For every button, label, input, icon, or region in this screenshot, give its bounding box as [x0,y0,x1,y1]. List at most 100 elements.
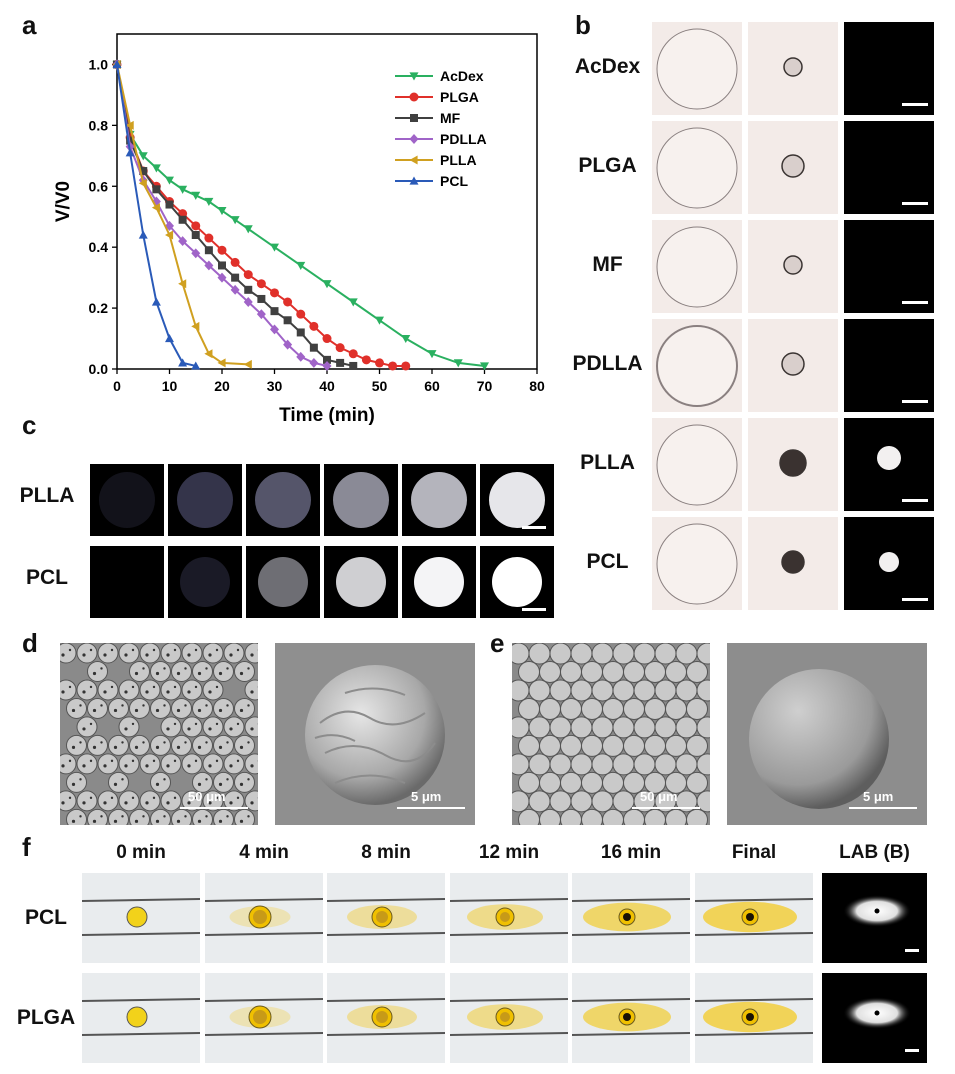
particle-final-image [748,121,838,214]
scale-label: 5 μm [863,789,894,804]
sem-image-plga-particles: 50 μm [512,643,710,825]
data-point-mf [270,307,279,316]
y-tick-label: 0.2 [89,300,109,316]
droplet-initial-image [652,418,742,511]
data-point-mf [218,261,226,270]
particle-final-image [748,319,838,412]
y-axis-label: V/V0 [53,181,74,222]
microchannel-frame [695,973,813,1063]
scale-bar [905,949,919,952]
data-point-plla [178,279,187,289]
data-point-mf [309,343,318,352]
microchannel-frame [450,873,568,963]
data-point-plga [191,221,201,231]
particle-final-image [748,22,838,115]
y-tick-label: 0.6 [89,178,109,194]
polarized-image [844,418,934,511]
polarized-image [844,220,934,313]
x-tick-label: 30 [267,378,283,394]
scale-bar [522,526,546,529]
series-line-pdlla [116,64,328,367]
y-tick-label: 0.4 [89,239,109,255]
data-point-acdex [138,152,148,161]
legend-label: MF [440,110,461,126]
microchannel-frame [82,973,200,1063]
plot-frame [116,33,538,370]
x-tick-label: 70 [477,378,493,394]
data-point-plga [348,349,358,359]
data-point-acdex [427,350,437,359]
legend-marker [409,134,419,144]
legend-marker [409,176,419,185]
crystallization-frame [324,464,398,536]
sem-image-plga-single: 5 μm [727,643,927,825]
data-point-pdlla [322,361,332,371]
data-point-plla [204,349,213,359]
data-point-pdlla [296,351,306,362]
crystallization-frame [168,464,242,536]
data-point-acdex [191,191,201,200]
data-point-mf [336,358,345,367]
crystallization-frame [402,546,476,618]
polarized-image [844,319,934,412]
data-point-plla [125,120,134,130]
data-point-mf [323,355,331,364]
legend-marker [409,72,419,81]
data-point-pdlla [230,284,240,295]
scale-bar [902,301,928,304]
row-label-acdex: AcDex [574,55,641,78]
x-tick-label: 50 [372,378,388,394]
microchannel-frame [572,973,690,1063]
data-point-acdex [348,298,358,307]
data-point-pdlla [243,297,253,307]
crystallization-frame [246,546,320,618]
x-axis-label: Time (min) [279,405,375,426]
rough-sphere-graphic [305,665,445,805]
panel-label-b: b [575,10,591,40]
legend-marker [410,114,418,122]
scale-label: 50 μm [188,789,226,804]
x-tick-label: 40 [319,378,335,394]
crystallization-frame [480,546,554,618]
data-point-pcl [178,358,188,367]
row-label-pcl: PCL [25,906,67,929]
data-point-plla [165,230,174,240]
scale-bar [902,400,928,403]
data-point-pcl [151,297,161,306]
row-label-plga: PLGA [16,1006,76,1029]
legend-label: PLLA [440,152,477,168]
data-point-acdex [453,359,463,368]
data-point-acdex [270,243,279,252]
x-tick-label: 80 [529,378,545,394]
data-point-mf [165,200,174,209]
data-point-pdlla [204,260,214,271]
row-label-mf: MF [592,253,623,276]
legend-label: AcDex [440,68,484,84]
data-point-pcl [165,334,174,343]
legend-label: PDLLA [440,131,487,147]
microchannel-frame [327,973,445,1063]
legend-marker [409,155,418,165]
smooth-spheres-graphic [512,643,710,825]
data-point-mf [152,185,161,194]
crystallization-frame [246,464,320,536]
data-point-acdex [480,362,489,371]
data-point-mf [139,167,148,176]
data-point-plla [243,359,252,369]
crystallization-frame [90,464,164,536]
row-label-plla: PLLA [19,484,75,507]
data-point-mf [349,361,358,370]
data-point-plga [243,270,253,280]
microchannel-frame [205,873,323,963]
particle-final-image [748,220,838,313]
scale-bar [522,608,546,611]
data-point-pdlla [191,248,201,259]
polarized-image [844,22,934,115]
microchannel-frame [82,873,200,963]
data-point-plga [204,233,214,243]
data-point-acdex [375,316,384,325]
data-point-plga [401,361,411,371]
data-point-plga [309,321,319,331]
series-line-acdex [116,64,485,367]
data-point-acdex [217,207,227,216]
